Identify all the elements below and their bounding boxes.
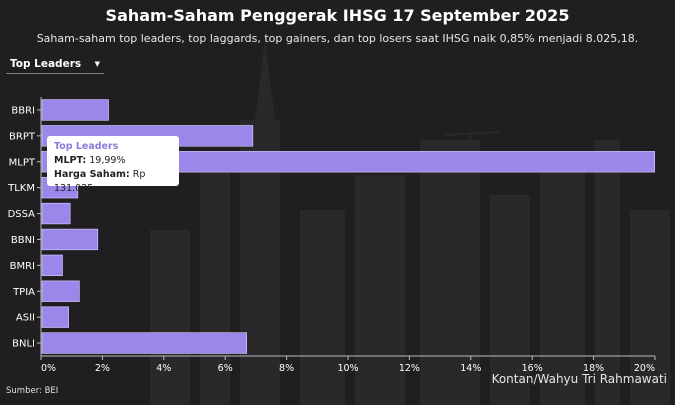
y-tick-label-bbri: BBRI: [11, 105, 35, 116]
bar-tpia: [41, 280, 80, 302]
bar-bmri: [41, 254, 63, 277]
bar-bbri: [41, 99, 109, 121]
x-tick-label: 2%: [95, 363, 110, 374]
y-tick-label-bbni: BBNI: [11, 235, 35, 246]
x-tick-label: 4%: [156, 363, 171, 374]
y-tick-label-asii: ASII: [16, 313, 35, 324]
x-tick-label: 18%: [583, 363, 604, 374]
x-tick-label: 6%: [218, 363, 233, 374]
y-tick-label-mlpt: MLPT: [9, 157, 36, 168]
chevron-down-icon: ▼: [94, 60, 100, 68]
x-tick-label: 20%: [634, 363, 655, 374]
tooltip-price-label: Harga Saham:: [54, 169, 130, 180]
chart-title: Saham-Saham Penggerak IHSG 17 September …: [105, 6, 570, 25]
tooltip-price-value: Rp 131.025: [54, 169, 146, 194]
bar-asii: [41, 306, 69, 328]
dropdown-selected-label: Top Leaders: [10, 58, 82, 70]
x-tick-label: 12%: [399, 363, 420, 374]
x-tick-label: 16%: [522, 363, 543, 374]
tooltip-ticker-value: 19,99%: [89, 155, 126, 166]
credit-note: Kontan/Wahyu Tri Rahmawati: [491, 372, 667, 386]
source-note: Sumber: BEI: [6, 386, 59, 396]
y-tick-label-tpia: TPIA: [12, 287, 35, 298]
bar-dssa: [41, 202, 71, 225]
y-tick-label-tlkm: TLKM: [7, 183, 35, 194]
y-tick-label-bnli: BNLI: [12, 339, 35, 350]
x-tick-label: 0%: [41, 363, 56, 374]
tooltip-heading: Top Leaders: [54, 141, 119, 152]
x-tick-label: 14%: [460, 363, 481, 374]
x-tick-label: 10%: [337, 363, 358, 374]
y-tick-label-dssa: DSSA: [8, 209, 36, 220]
category-dropdown[interactable]: Top Leaders ▼: [6, 55, 104, 74]
tooltip-ticker-label: MLPT:: [54, 155, 87, 166]
bar-tooltip: Top Leaders MLPT: 19,99% Harga Saham: Rp…: [47, 136, 179, 194]
y-tick-label-bmri: BMRI: [10, 261, 35, 272]
x-tick-label: 8%: [279, 363, 294, 374]
y-tick-label-brpt: BRPT: [9, 131, 36, 142]
chart-subtitle: Saham-saham top leaders, top laggards, t…: [36, 32, 639, 45]
bar-bnli: [41, 332, 247, 354]
bar-mlpt: [41, 151, 655, 173]
bar-bbni: [41, 228, 99, 251]
